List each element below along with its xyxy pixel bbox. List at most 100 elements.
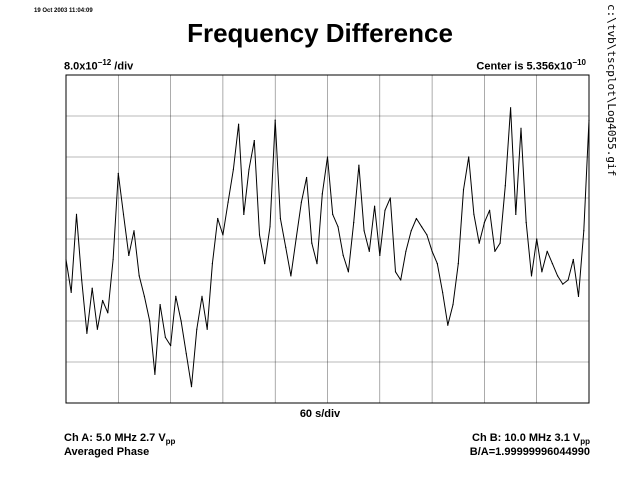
channel-b-label: Ch B: 10.0 MHz 3.1 Vpp [472, 432, 590, 446]
data-point [285, 246, 287, 248]
channel-a-label: Ch A: 5.0 MHz 2.7 Vpp [64, 432, 175, 446]
data-point [107, 312, 109, 314]
data-point [180, 320, 182, 322]
ratio-label: B/A=1.99999996044990 [469, 446, 590, 458]
data-point [326, 156, 329, 158]
data-point [515, 213, 517, 215]
data-point [311, 242, 313, 244]
data-point [149, 320, 151, 322]
data-point [96, 328, 98, 330]
data-point [400, 279, 402, 281]
grid [65, 74, 590, 404]
data-point [206, 328, 208, 330]
data-point [243, 213, 245, 215]
data-point [232, 168, 234, 170]
data-point [102, 299, 104, 302]
data-point [170, 345, 172, 347]
data-point [374, 205, 376, 207]
data-point [567, 279, 569, 281]
data-point [159, 304, 161, 306]
data-point [541, 271, 543, 273]
data-point [65, 258, 67, 261]
data-point [483, 222, 485, 224]
data-point [143, 295, 145, 297]
data-point [269, 226, 271, 228]
data-points [65, 107, 590, 388]
data-point [494, 250, 496, 252]
data-point [473, 213, 475, 215]
data-point [583, 230, 585, 232]
data-point [347, 271, 349, 273]
y-scale-mantissa: 8.0x10 [64, 60, 98, 73]
data-point [217, 217, 219, 220]
data-point [122, 213, 125, 215]
data-point [316, 263, 318, 265]
data-point [190, 386, 193, 388]
data-point [300, 201, 302, 203]
data-point [562, 283, 564, 285]
data-point [499, 242, 501, 244]
data-point [551, 263, 554, 265]
data-point [530, 275, 533, 277]
center-exponent: −10 [572, 58, 586, 67]
data-point [81, 279, 83, 281]
data-point [478, 242, 480, 244]
center-prefix: Center is 5.356x10 [476, 60, 573, 73]
x-scale-label: 60 s/div [299, 408, 341, 420]
data-point [368, 250, 370, 252]
channel-a-sub: pp [165, 437, 176, 447]
data-point [426, 234, 428, 236]
data-point [457, 263, 459, 265]
data-point [525, 222, 527, 224]
data-point [185, 353, 187, 355]
data-point [405, 250, 407, 252]
data-point [306, 176, 308, 179]
data-point [91, 287, 93, 289]
data-point [452, 304, 454, 306]
data-point [431, 250, 433, 252]
data-point [279, 217, 281, 220]
channel-b-sub: pp [580, 437, 590, 447]
data-point [133, 230, 135, 232]
data-point [410, 230, 412, 232]
data-point [462, 189, 465, 191]
data-point [138, 275, 140, 277]
data-point [436, 263, 438, 265]
data-point [227, 201, 229, 203]
data-point [588, 119, 590, 121]
data-point [342, 254, 344, 256]
chart-title: Frequency Difference [187, 18, 453, 48]
data-point [572, 258, 574, 261]
data-point [248, 168, 250, 170]
data-point [70, 291, 72, 293]
timestamp: 19 Oct 2003 11:04:09 [34, 8, 93, 14]
data-point [520, 127, 522, 129]
data-point [238, 123, 240, 125]
file-path-text: c:\tvb\tscplot\Log4055.gif [605, 4, 618, 176]
data-point [253, 140, 255, 142]
data-point [358, 164, 360, 166]
y-scale-unit: /div [111, 60, 134, 73]
data-point [379, 254, 381, 256]
data-point [546, 250, 548, 252]
data-point [211, 263, 213, 265]
data-point [447, 324, 449, 326]
data-point [258, 234, 261, 236]
data-point [504, 185, 506, 187]
data-point [384, 209, 386, 211]
channel-b-text: Ch B: 10.0 MHz 3.1 V [472, 432, 581, 444]
data-point [264, 263, 266, 265]
center-label: Center is 5.356x10−10 [476, 58, 586, 73]
data-point [421, 226, 423, 228]
data-point [577, 295, 580, 297]
data-point [489, 209, 491, 211]
data-point [321, 193, 323, 195]
data-point [75, 213, 78, 215]
data-point [112, 258, 114, 261]
data-point [332, 213, 334, 215]
data-point [442, 291, 444, 293]
y-scale-exponent: −12 [97, 58, 112, 67]
data-point [363, 230, 365, 232]
data-point [222, 234, 224, 236]
